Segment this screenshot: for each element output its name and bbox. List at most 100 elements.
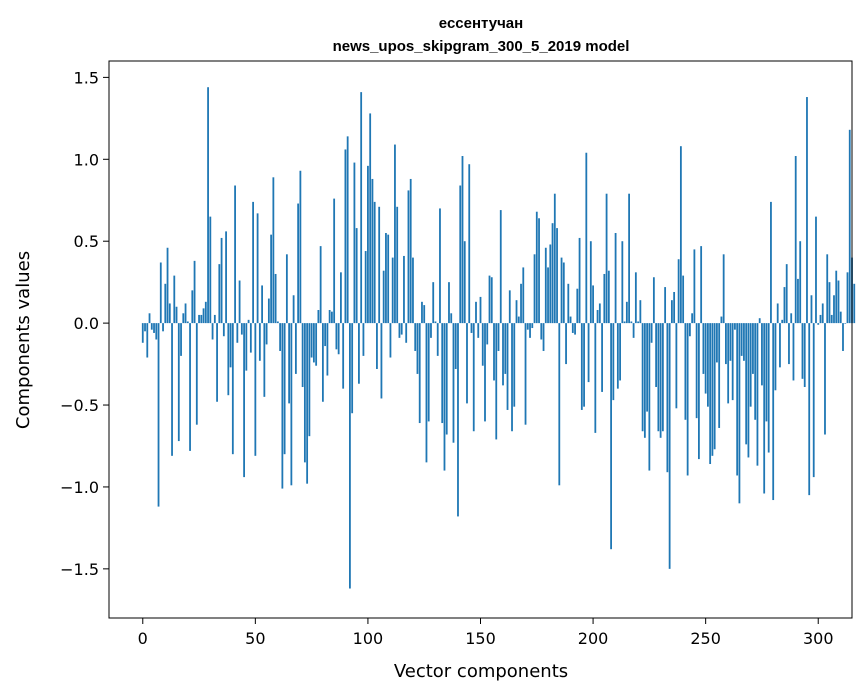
bar-210 bbox=[614, 233, 617, 324]
bar-231 bbox=[661, 323, 664, 432]
bar-100 bbox=[367, 165, 369, 324]
bar-58 bbox=[272, 177, 275, 324]
chart-title-line-1: ессентучан bbox=[439, 15, 523, 32]
bar-267 bbox=[743, 323, 745, 361]
bar-280 bbox=[772, 323, 775, 501]
bar-205 bbox=[603, 273, 606, 324]
bar-82 bbox=[326, 323, 329, 376]
bar-257 bbox=[720, 316, 723, 324]
bar-32 bbox=[213, 314, 216, 324]
bar-20 bbox=[186, 321, 189, 324]
bar-10 bbox=[164, 283, 167, 324]
bar-120 bbox=[412, 257, 414, 324]
bar-148 bbox=[475, 301, 477, 324]
bar-25 bbox=[198, 314, 200, 324]
bar-28 bbox=[204, 301, 207, 324]
bar-288 bbox=[790, 313, 793, 324]
bar-42 bbox=[236, 323, 239, 343]
bar-47 bbox=[247, 319, 250, 324]
y-tick-label: −0.5 bbox=[60, 396, 99, 415]
bar-22 bbox=[191, 290, 194, 324]
bar-296 bbox=[808, 323, 811, 496]
bar-76 bbox=[312, 323, 315, 363]
bar-169 bbox=[522, 267, 525, 324]
bar-173 bbox=[531, 323, 534, 329]
bar-145 bbox=[468, 164, 471, 324]
x-tick-label: 0 bbox=[138, 629, 148, 648]
bar-30 bbox=[209, 216, 212, 324]
bar-177 bbox=[540, 323, 543, 340]
bar-85 bbox=[333, 198, 336, 324]
bar-289 bbox=[792, 323, 795, 381]
bar-80 bbox=[321, 323, 324, 402]
bar-133 bbox=[441, 323, 444, 424]
bar-300 bbox=[817, 323, 820, 325]
bar-107 bbox=[382, 270, 385, 324]
bar-2 bbox=[146, 323, 149, 358]
bar-250 bbox=[704, 323, 707, 394]
bar-125 bbox=[423, 305, 426, 324]
bar-171 bbox=[526, 323, 529, 330]
bar-178 bbox=[542, 323, 545, 351]
bar-284 bbox=[781, 319, 784, 324]
bar-294 bbox=[803, 323, 806, 388]
bar-35 bbox=[220, 237, 223, 324]
bar-117 bbox=[405, 323, 408, 343]
bar-266 bbox=[740, 323, 743, 356]
bar-118 bbox=[407, 190, 410, 324]
bar-27 bbox=[202, 308, 205, 324]
bar-193 bbox=[576, 288, 579, 324]
bar-181 bbox=[549, 244, 552, 324]
bar-218 bbox=[632, 323, 635, 338]
bar-208 bbox=[610, 323, 612, 550]
bar-307 bbox=[833, 295, 835, 324]
bar-105 bbox=[378, 206, 381, 324]
bar-155 bbox=[490, 277, 493, 324]
bar-62 bbox=[281, 323, 284, 489]
bar-249 bbox=[702, 323, 705, 374]
bar-37 bbox=[225, 231, 227, 324]
bar-130 bbox=[434, 321, 437, 324]
bar-239 bbox=[679, 146, 682, 324]
bar-68 bbox=[294, 323, 297, 374]
bar-304 bbox=[826, 254, 829, 324]
bar-128 bbox=[430, 323, 432, 338]
bar-115 bbox=[400, 323, 403, 335]
bar-260 bbox=[727, 323, 730, 404]
bar-281 bbox=[774, 323, 777, 391]
bar-261 bbox=[729, 323, 732, 361]
bar-190 bbox=[569, 316, 572, 324]
bar-306 bbox=[830, 314, 833, 324]
bar-283 bbox=[779, 323, 781, 368]
bar-316 bbox=[853, 283, 856, 324]
bar-252 bbox=[709, 323, 712, 465]
bar-24 bbox=[195, 323, 198, 425]
bar-224 bbox=[646, 323, 649, 412]
bar-149 bbox=[477, 323, 480, 338]
bar-276 bbox=[763, 323, 766, 494]
bar-269 bbox=[747, 323, 750, 458]
bar-242 bbox=[686, 323, 689, 476]
bar-13 bbox=[171, 323, 173, 456]
bar-265 bbox=[738, 323, 741, 504]
bar-303 bbox=[824, 323, 826, 435]
bar-158 bbox=[497, 323, 500, 351]
bar-16 bbox=[177, 323, 180, 442]
bar-179 bbox=[544, 247, 547, 324]
bar-91 bbox=[346, 136, 349, 324]
bar-221 bbox=[639, 300, 642, 324]
bar-174 bbox=[533, 254, 536, 324]
bar-195 bbox=[580, 323, 583, 410]
bar-230 bbox=[659, 323, 662, 438]
bar-157 bbox=[495, 323, 498, 440]
bar-310 bbox=[839, 311, 842, 324]
bar-286 bbox=[785, 264, 788, 324]
bar-71 bbox=[301, 323, 304, 388]
bar-216 bbox=[628, 193, 630, 324]
bar-39 bbox=[229, 323, 232, 368]
bar-40 bbox=[231, 323, 234, 455]
bar-66 bbox=[290, 323, 293, 486]
bar-198 bbox=[587, 323, 590, 383]
bars-group bbox=[141, 87, 856, 589]
